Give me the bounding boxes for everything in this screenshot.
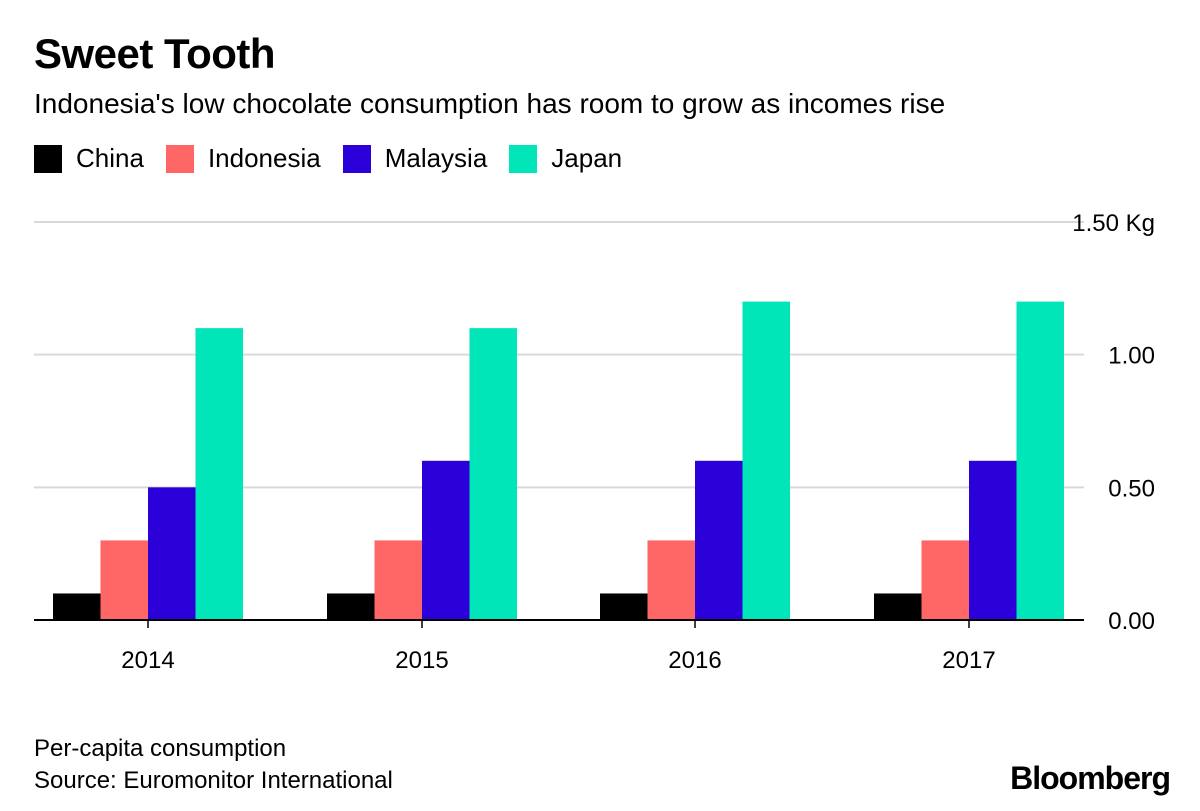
bar-japan-2014 — [195, 328, 243, 620]
bar-malaysia-2015 — [422, 460, 470, 620]
x-tick-label-2015: 2015 — [395, 647, 448, 674]
bar-china-2015 — [327, 593, 375, 620]
grid-layer — [34, 221, 1084, 489]
y-tick-label-1-50-kg: 1.50 Kg — [1072, 210, 1155, 237]
axis-layer: 0.00 0.50 1.00 1.50 Kg 2014 2015 2016 2017 — [34, 210, 1155, 674]
bar-japan-2015 — [469, 328, 517, 620]
legend-item-japan: Japan — [509, 143, 622, 174]
bar-malaysia-2014 — [148, 487, 196, 620]
bar-indonesia-2016 — [647, 540, 695, 620]
bar-indonesia-2017 — [921, 540, 969, 620]
bar-china-2014 — [53, 593, 101, 620]
legend-swatch-china — [34, 144, 62, 173]
bar-china-2017 — [874, 593, 922, 620]
legend-label-china: China — [76, 143, 144, 173]
bars-layer — [53, 301, 1064, 620]
x-tick-label-2014: 2014 — [121, 647, 174, 674]
legend-item-china: China — [34, 143, 144, 174]
chart-subtitle: Indonesia's low chocolate consumption ha… — [34, 88, 946, 119]
chart-title: Sweet Tooth — [34, 30, 276, 77]
bar-japan-2017 — [1016, 301, 1064, 620]
legend-item-indonesia: Indonesia — [165, 143, 321, 174]
legend-label-japan: Japan — [551, 143, 623, 173]
bloomberg-logo: Bloomberg — [1010, 760, 1171, 796]
y-tick-label-0-50: 0.50 — [1108, 475, 1155, 502]
x-tick-label-2016: 2016 — [668, 647, 721, 674]
bar-japan-2016 — [742, 301, 790, 620]
y-tick-label-0-00: 0.00 — [1108, 608, 1155, 635]
legend-label-indonesia: Indonesia — [207, 143, 321, 173]
bar-malaysia-2016 — [695, 460, 743, 620]
chart-notes: Per-capita consumption Source: Euromonit… — [34, 733, 393, 797]
legend-swatch-malaysia — [342, 144, 371, 173]
bar-indonesia-2015 — [374, 540, 422, 620]
note-source: Source: Euromonitor International — [34, 767, 393, 794]
y-tick-label-1-00: 1.00 — [1108, 343, 1155, 370]
bar-china-2016 — [600, 593, 648, 620]
x-tick-label-2017: 2017 — [942, 647, 995, 674]
legend-swatch-indonesia — [165, 144, 194, 173]
legend-swatch-japan — [509, 144, 538, 173]
legend-item-malaysia: Malaysia — [342, 143, 488, 174]
bar-malaysia-2017 — [969, 460, 1017, 620]
legend-label-malaysia: Malaysia — [384, 143, 488, 173]
legend: China Indonesia Malaysia Japan — [34, 143, 644, 174]
bar-indonesia-2014 — [100, 540, 148, 620]
note-per-capita: Per-capita consumption — [34, 735, 287, 762]
